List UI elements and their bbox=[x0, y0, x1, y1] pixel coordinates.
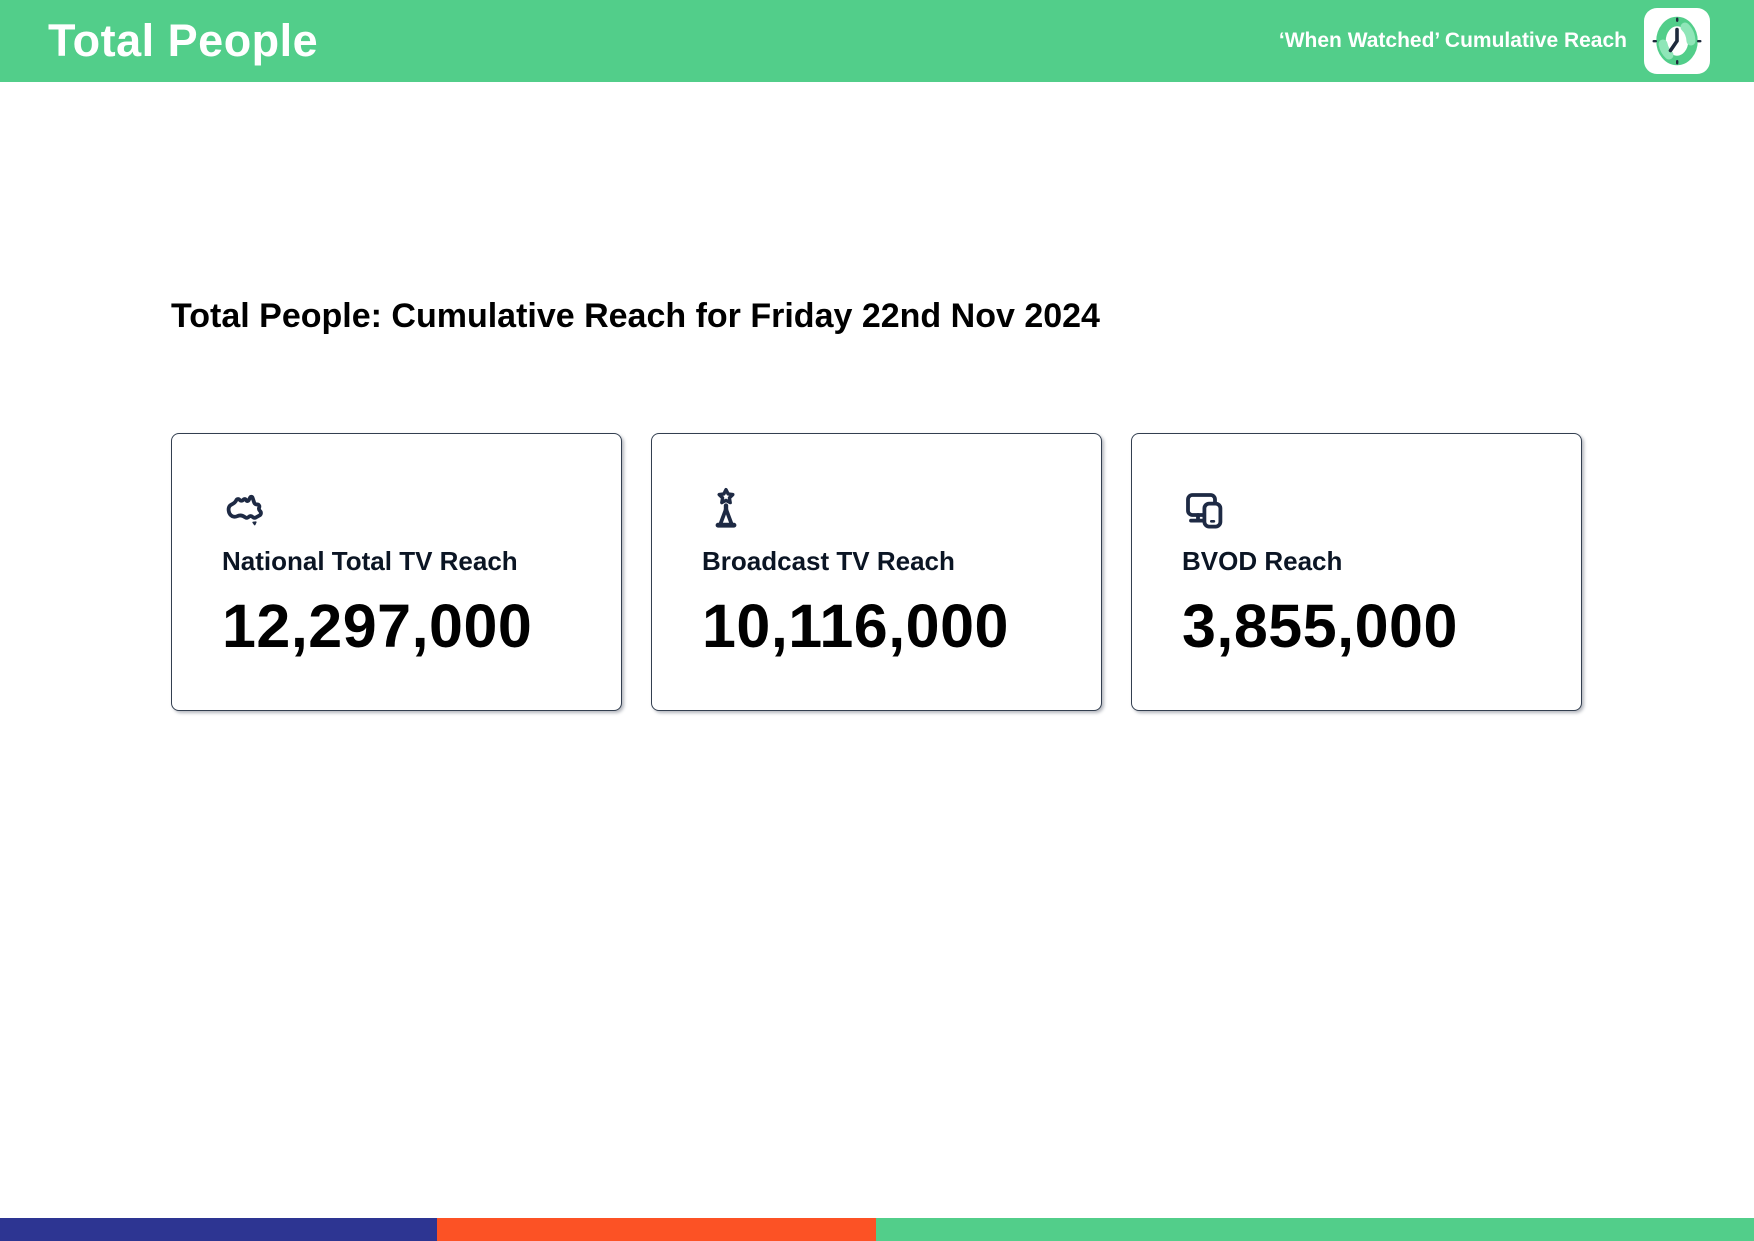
report-heading: Total People: Cumulative Reach for Frida… bbox=[171, 297, 1100, 335]
kpi-card-national-total-tv: National Total TV Reach 12,297,000 bbox=[171, 432, 622, 711]
header-right-group: ‘When Watched’ Cumulative Reach bbox=[1279, 8, 1710, 74]
kpi-value: 12,297,000 bbox=[222, 591, 533, 660]
header-subtitle: ‘When Watched’ Cumulative Reach bbox=[1278, 29, 1627, 52]
kpi-value: 10,116,000 bbox=[702, 591, 1009, 660]
footer-segment-blue bbox=[0, 1218, 438, 1241]
kpi-cards-row: National Total TV Reach 12,297,000 Broad… bbox=[171, 432, 1582, 711]
kpi-card-broadcast-tv: Broadcast TV Reach 10,116,000 bbox=[651, 432, 1102, 711]
devices-icon bbox=[1182, 484, 1230, 536]
kpi-value: 3,855,000 bbox=[1182, 591, 1458, 660]
header-bar: Total People ‘When Watched’ Cumulative R… bbox=[0, 0, 1754, 82]
kpi-label: Broadcast TV Reach bbox=[702, 545, 955, 576]
footer-color-bar bbox=[0, 1218, 1754, 1241]
footer-segment-green bbox=[876, 1218, 1754, 1241]
kpi-card-bvod: BVOD Reach 3,855,000 bbox=[1131, 432, 1582, 711]
main-content: Total People: Cumulative Reach for Frida… bbox=[0, 82, 1754, 711]
kpi-label: BVOD Reach bbox=[1182, 545, 1343, 576]
broadcast-tower-icon bbox=[702, 484, 750, 536]
kpi-label: National Total TV Reach bbox=[222, 545, 518, 576]
clock-logo-icon bbox=[1644, 8, 1710, 74]
page-title: Total People bbox=[48, 15, 319, 66]
footer-segment-orange bbox=[437, 1218, 877, 1241]
australia-map-icon bbox=[222, 484, 270, 536]
